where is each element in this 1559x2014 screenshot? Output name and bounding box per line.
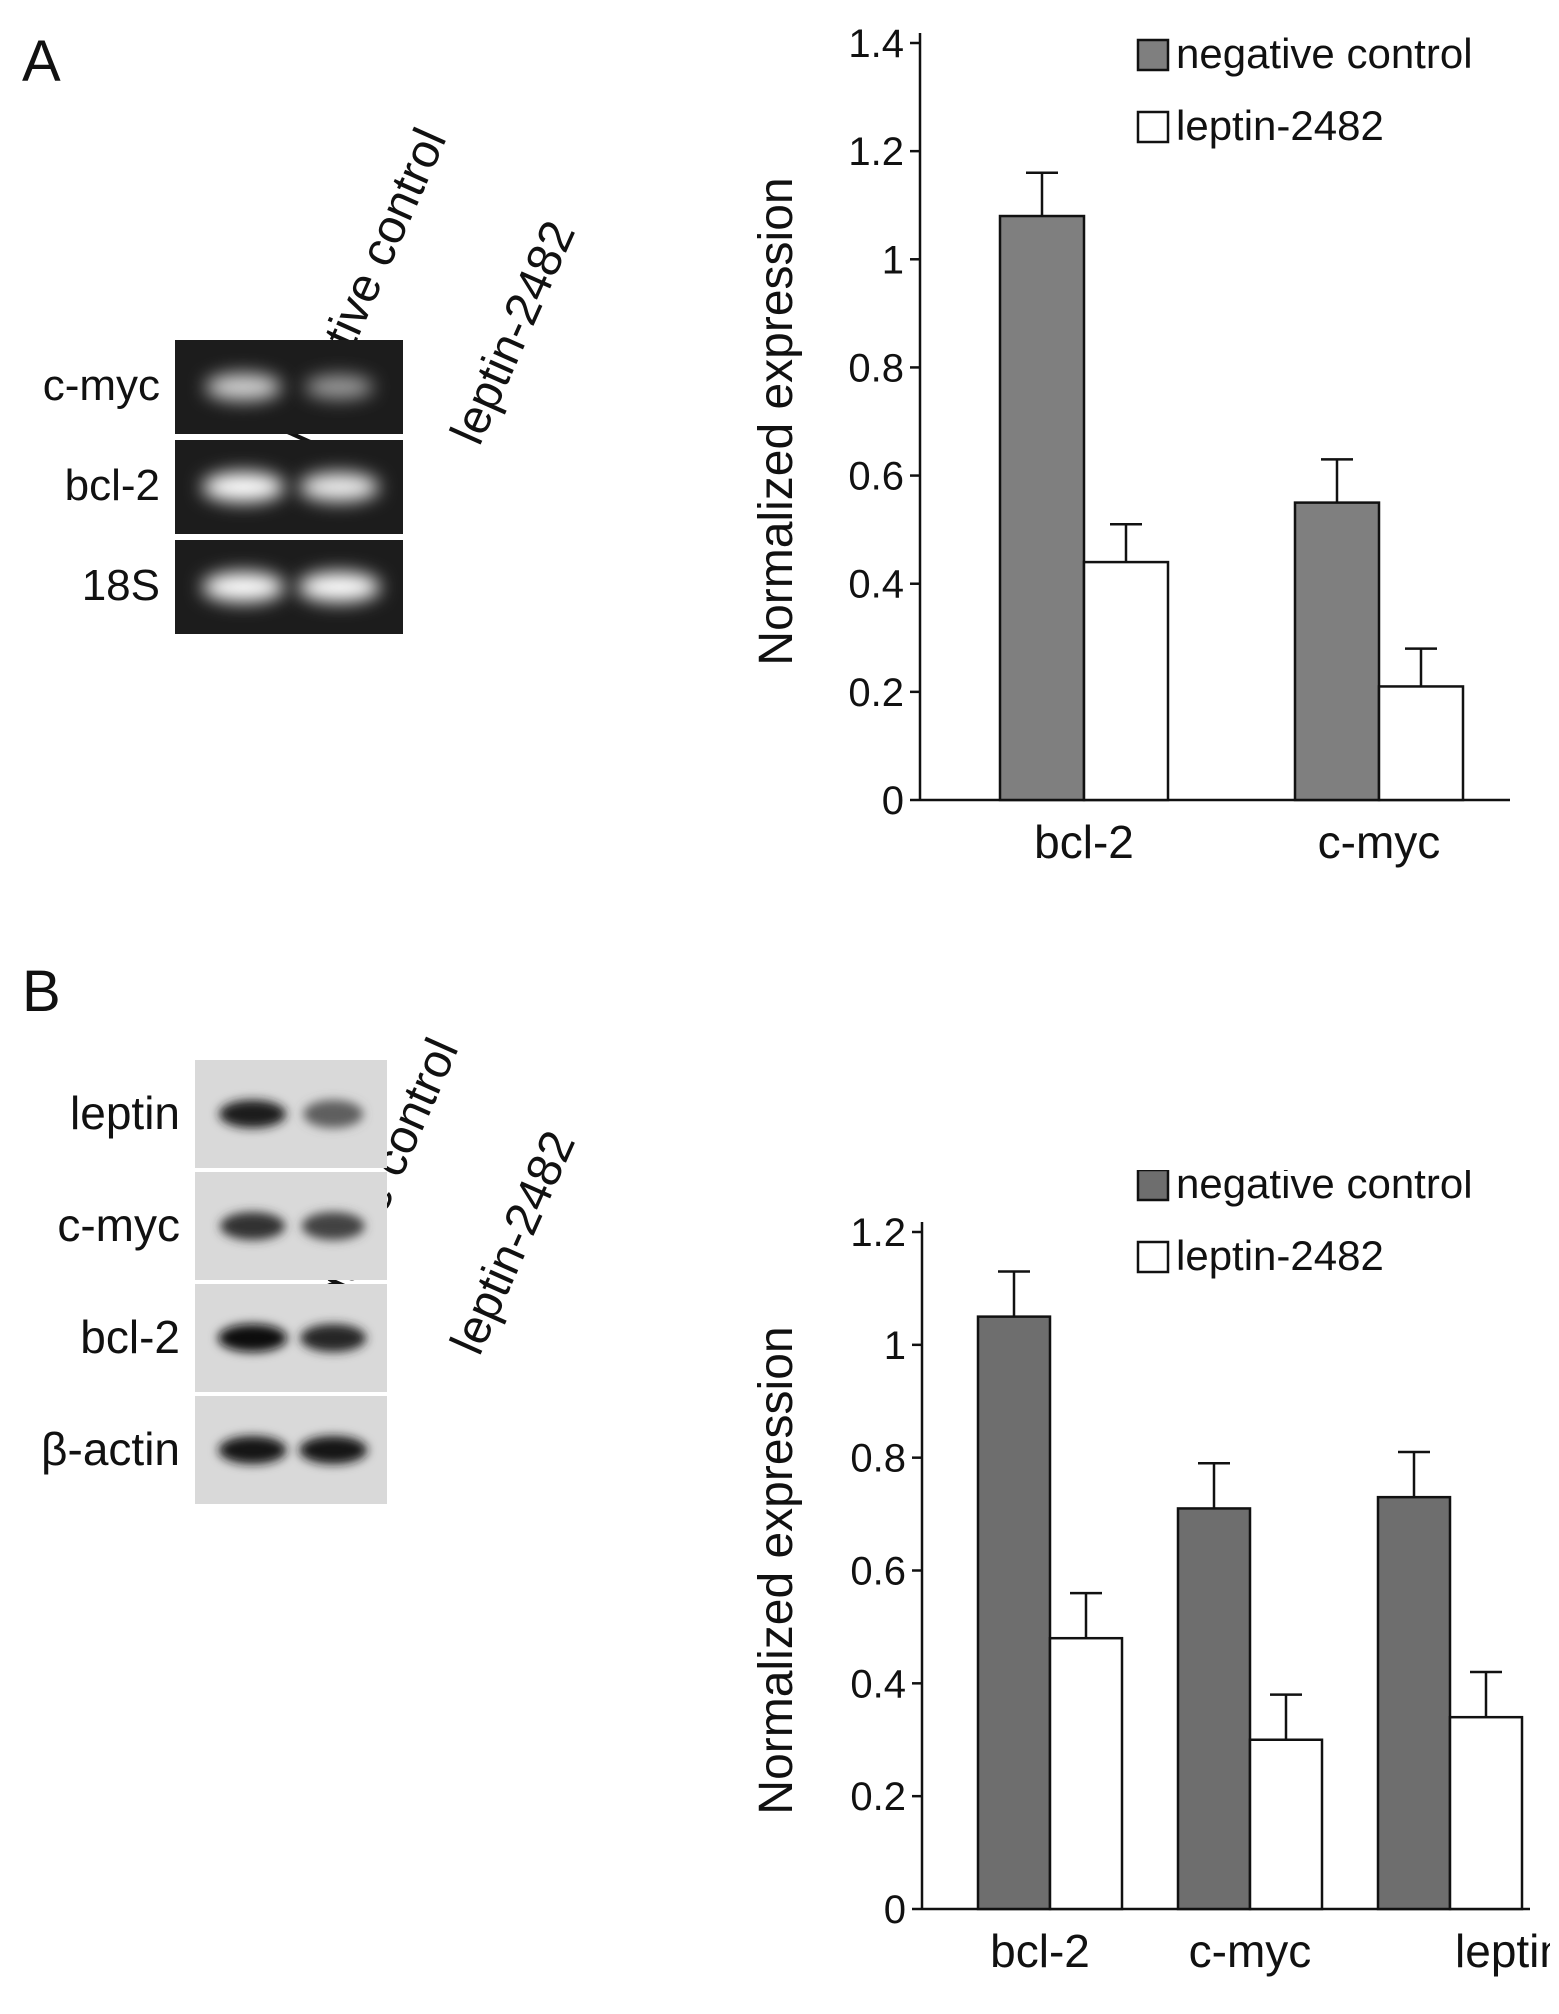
bar-leptin-negative-control [1376,1495,1452,1911]
y-tick-label: 0.8 [850,1437,906,1481]
y-tick-label: 1.2 [848,130,904,174]
svg-text:leptin-2482: leptin-2482 [1176,102,1384,149]
y-tick-label: 1 [884,1324,906,1368]
svg-text:negative control: negative control [1176,30,1473,77]
bar-bcl-2-negative-control [998,214,1086,802]
bar-leptin-leptin-2482 [1448,1715,1524,1911]
y-tick-label: 1.2 [850,1211,906,1255]
bar-c-myc-negative-control [1293,501,1381,802]
y-tick-label: 0.6 [848,455,904,499]
error-bar [1398,1450,1430,1498]
blot-row-label: c-myc [42,361,160,410]
bar-c-myc-negative-control [1176,1507,1252,1911]
error-bar [1405,647,1437,687]
legend-entry: negative control [1136,1170,1473,1207]
blot-row-label: c-myc [57,1199,180,1251]
bar-bcl-2-leptin-2482 [1082,560,1170,802]
error-bar [1270,1693,1302,1740]
panel-a-lane-label-leptin-2482: leptin-2482 [440,213,586,452]
blot-band [304,375,374,399]
blot-row [175,540,403,634]
y-tick-label: 0.6 [850,1550,906,1594]
svg-text:leptin-2482: leptin-2482 [1176,1232,1384,1279]
error-bar [1470,1670,1502,1718]
error-bar [1026,171,1058,217]
panel-b-bar-chart: 0 0.2 0.4 0.6 0.8 1 1.2 Normalized expression bc… [750,1170,1550,1977]
y-axis-label: Normalized expression [750,1326,803,1814]
blot-row [195,1284,387,1392]
blot-row-label: bcl-2 [64,461,160,510]
blot-band [300,1323,367,1353]
blot-band [218,1435,287,1465]
x-tick-label: bcl-2 [1034,816,1134,868]
blot-band [299,472,379,502]
legend-entry: leptin-2482 [1136,102,1384,149]
error-bar [1070,1591,1102,1639]
panel-b-lane-label-leptin-2482: leptin-2482 [440,1123,586,1362]
x-tick-label: leptin [1455,1925,1550,1977]
y-tick-label: 0.2 [848,671,904,715]
blot-row [195,1060,387,1168]
blot-band [303,1099,364,1129]
blot-band [202,471,285,503]
error-bar [1110,522,1142,563]
legend-entry: negative control [1136,30,1473,77]
blot-row-label: bcl-2 [80,1311,180,1363]
y-tick-label: 0.8 [848,346,904,390]
blot-row-label: 18S [81,561,160,610]
y-tick-label: 0 [884,1888,906,1932]
panel-b-letter: B [22,959,61,1024]
bar-c-myc-leptin-2482 [1248,1738,1324,1911]
blot-row-label: leptin [70,1087,180,1139]
bar-c-myc-leptin-2482 [1377,685,1465,802]
blot-band [220,1211,286,1241]
error-bar [1321,458,1353,503]
blot-band [218,1323,288,1353]
y-tick-label: 1.4 [848,22,904,66]
blot-band [205,373,282,401]
blot-band [202,571,285,603]
blot-row [175,440,403,534]
blot-band [299,1435,368,1465]
blot-row [195,1396,387,1504]
x-tick-label: c-myc [1189,1925,1312,1977]
bar-bcl-2-leptin-2482 [1048,1636,1124,1911]
bar-bcl-2-negative-control [976,1315,1052,1911]
y-tick-label: 0.4 [848,563,904,607]
panel-a-bar-chart: 0 0.2 0.4 0.6 0.8 1 1.2 1.4 Normalized expressio… [750,22,1510,868]
y-tick-label: 0.4 [850,1662,906,1706]
svg-text:negative control: negative control [1176,1170,1473,1207]
x-tick-label: c-myc [1318,816,1441,868]
y-axis-label: Normalized expression [750,177,803,665]
y-tick-label: 1 [882,238,904,282]
blot-row [175,340,403,434]
blot-band [298,571,381,603]
blot-row-label: β-actin [41,1423,180,1475]
error-bar [998,1270,1030,1317]
y-tick-label: 0.2 [850,1775,906,1819]
blot-band [219,1099,287,1129]
legend-entry: leptin-2482 [1136,1232,1384,1279]
y-tick-label: 0 [882,779,904,823]
x-tick-label: bcl-2 [990,1925,1090,1977]
panel-a-letter: A [22,29,61,94]
blot-band [301,1211,365,1241]
error-bar [1198,1462,1230,1509]
blot-row [195,1172,387,1280]
